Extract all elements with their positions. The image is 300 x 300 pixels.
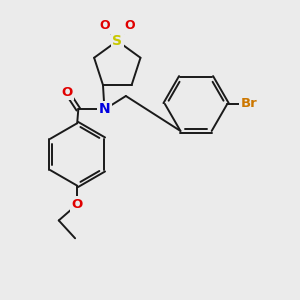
Text: O: O [124,19,135,32]
Text: N: N [99,102,110,116]
Text: S: S [112,34,122,48]
Text: O: O [100,19,110,32]
Text: O: O [72,198,83,211]
Text: O: O [61,85,73,99]
Text: Br: Br [240,98,257,110]
